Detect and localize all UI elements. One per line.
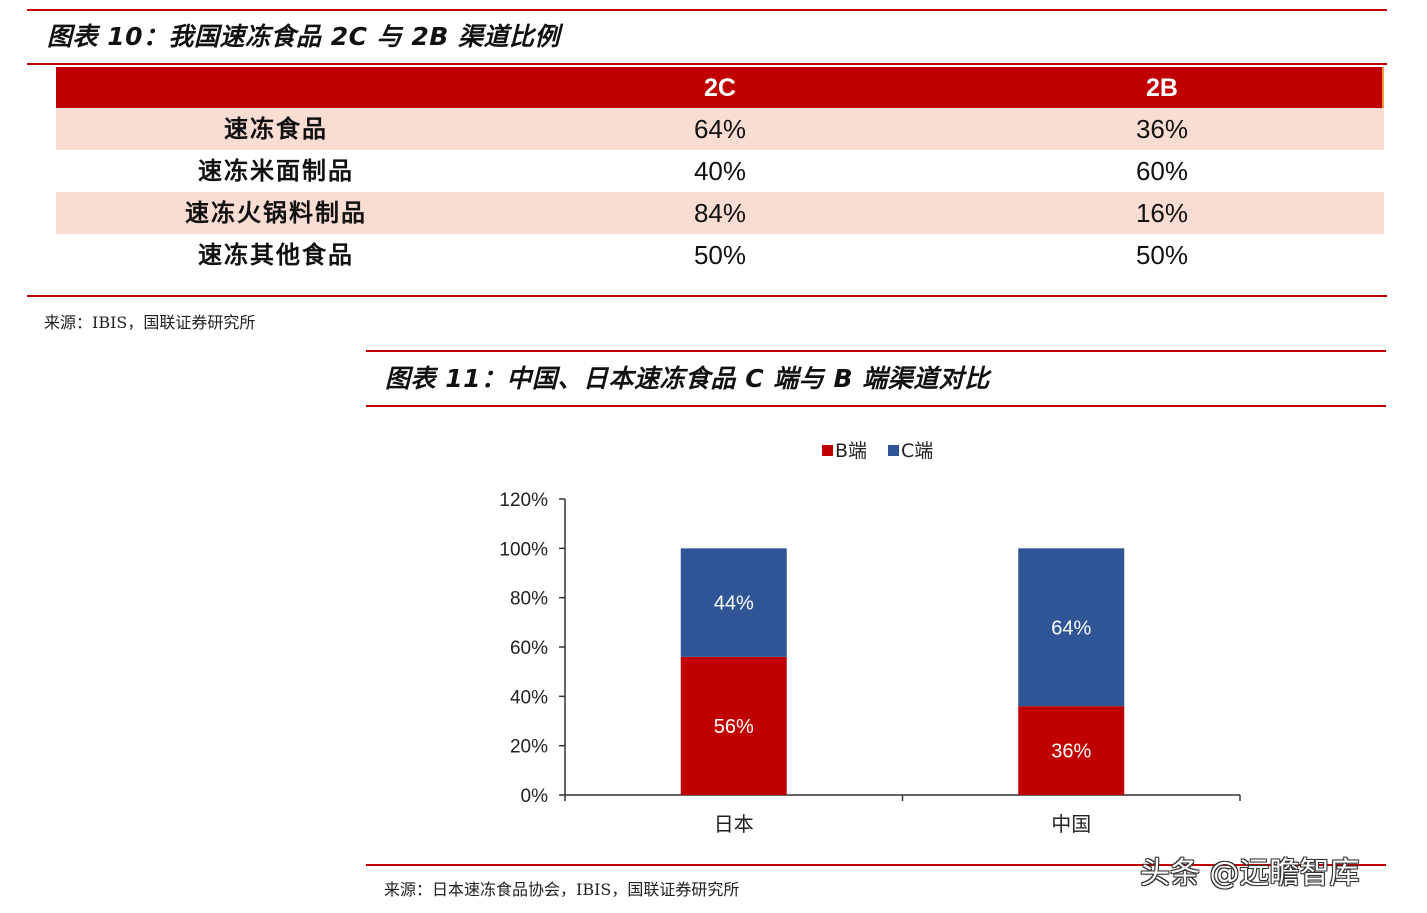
figure11-top-rule bbox=[366, 350, 1386, 352]
table-row: 速冻火锅料制品 84% 16% bbox=[56, 192, 1384, 234]
column-header-2b: 2B bbox=[1146, 74, 1178, 102]
data-label: 64% bbox=[1051, 617, 1091, 639]
table-row: 速冻其他食品 50% 50% bbox=[56, 234, 1384, 276]
figure10-source: 来源：IBIS，国联证券研究所 bbox=[44, 313, 256, 332]
row-name: 速冻火锅料制品 bbox=[185, 199, 367, 227]
figure11-title-rule bbox=[366, 405, 1386, 407]
legend-swatch bbox=[822, 445, 833, 456]
row-2b-value: 16% bbox=[1135, 198, 1189, 228]
table-header-row: 2C 2B bbox=[56, 67, 1384, 108]
bar-segment bbox=[680, 548, 787, 657]
row-name: 速冻其他食品 bbox=[198, 241, 354, 269]
table-row: 速冻米面制品 40% 60% bbox=[56, 150, 1384, 192]
row-name: 速冻米面制品 bbox=[198, 157, 354, 185]
x-tick-label: 中国 bbox=[1051, 812, 1091, 836]
row-2c-value: 64% bbox=[693, 114, 747, 144]
row-2b-value: 60% bbox=[1135, 156, 1189, 186]
y-tick-label: 60% bbox=[510, 638, 548, 659]
data-label: 56% bbox=[714, 716, 754, 738]
figure11-bottom-rule bbox=[366, 864, 1386, 866]
data-label: 36% bbox=[1051, 741, 1091, 763]
figure11-title: 图表 11：中国、日本速冻食品 C 端与 B 端渠道对比 bbox=[385, 364, 990, 393]
figure10-top-rule bbox=[27, 9, 1387, 11]
row-name: 速冻食品 bbox=[224, 115, 328, 143]
data-label: 44% bbox=[714, 593, 754, 615]
row-2b-value: 36% bbox=[1135, 114, 1189, 144]
figure10-bottom-rule bbox=[27, 295, 1387, 297]
bar-segment bbox=[680, 656, 787, 795]
y-tick-label: 20% bbox=[510, 737, 548, 758]
x-tick-label: 日本 bbox=[714, 812, 754, 836]
y-tick-label: 80% bbox=[510, 589, 548, 610]
bar-segment bbox=[1018, 706, 1125, 795]
row-2c-value: 40% bbox=[693, 156, 747, 186]
legend-label: B端 bbox=[835, 440, 867, 462]
row-2c-value: 50% bbox=[693, 240, 747, 270]
table-row: 速冻食品 64% 36% bbox=[56, 108, 1384, 150]
y-tick-label: 120% bbox=[499, 490, 548, 511]
figure10-title-rule bbox=[27, 63, 1387, 65]
figure10-title: 图表 10：我国速冻食品 2C 与 2B 渠道比例 bbox=[47, 22, 561, 51]
figure11-source: 来源：日本速冻食品协会，IBIS，国联证券研究所 bbox=[384, 880, 740, 899]
y-tick-label: 40% bbox=[510, 687, 548, 708]
watermark: 头条 @远瞻智库 bbox=[1140, 856, 1360, 891]
channel-ratio-table: 2C 2B 速冻食品 64% 36% 速冻米面制品 40% 60% 速冻火锅料制… bbox=[56, 67, 1384, 276]
row-2b-value: 50% bbox=[1135, 240, 1189, 270]
y-tick-label: 100% bbox=[499, 539, 548, 560]
bar-segment bbox=[1018, 548, 1125, 707]
legend-label: C端 bbox=[901, 440, 933, 462]
legend-swatch bbox=[888, 445, 899, 456]
row-2c-value: 84% bbox=[693, 198, 747, 228]
y-tick-label: 0% bbox=[521, 786, 549, 807]
column-header-2c: 2C bbox=[704, 74, 736, 102]
